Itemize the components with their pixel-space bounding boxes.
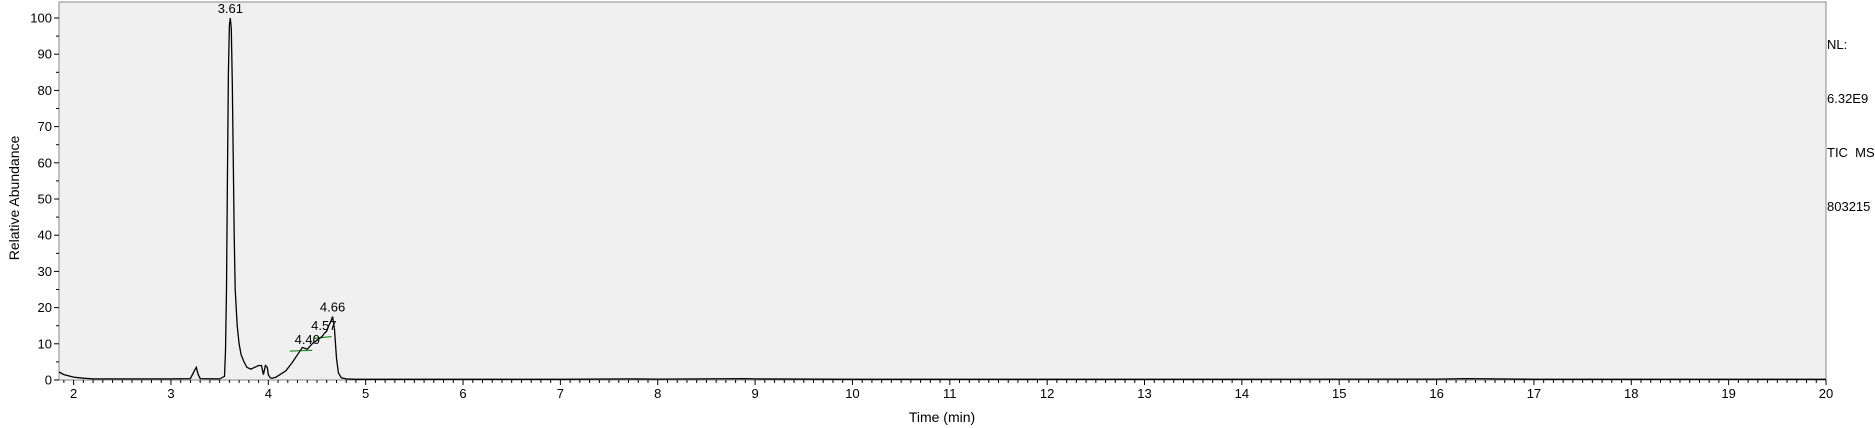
x-tick-label: 7 bbox=[557, 386, 564, 401]
x-tick-label: 9 bbox=[751, 386, 758, 401]
y-tick-label: 100 bbox=[30, 11, 52, 26]
chromatogram-trace bbox=[58, 17, 1826, 380]
y-tick-label: 60 bbox=[38, 155, 52, 170]
x-tick-label: 12 bbox=[1040, 386, 1054, 401]
x-tick-label: 8 bbox=[654, 386, 661, 401]
x-tick-label: 18 bbox=[1624, 386, 1638, 401]
peak-label: 4.57 bbox=[311, 318, 336, 333]
x-tick-label: 15 bbox=[1332, 386, 1346, 401]
x-tick-label: 14 bbox=[1235, 386, 1249, 401]
x-axis-title: Time (min) bbox=[909, 409, 975, 425]
peak-label: 4.66 bbox=[320, 300, 345, 315]
x-tick-label: 13 bbox=[1137, 386, 1151, 401]
info-panel: NL: 6.32E9 TIC MS 803215 bbox=[1827, 0, 1875, 234]
y-tick-label: 30 bbox=[38, 264, 52, 279]
x-tick-label: 5 bbox=[362, 386, 369, 401]
y-tick-label: 80 bbox=[38, 83, 52, 98]
y-tick-label: 10 bbox=[38, 336, 52, 351]
y-axis-title: Relative Abundance bbox=[6, 136, 22, 261]
sample-label: 803215 bbox=[1827, 199, 1871, 214]
plot-area bbox=[58, 1, 1827, 381]
x-tick-label: 2 bbox=[70, 386, 77, 401]
filter-label: TIC MS bbox=[1827, 145, 1875, 160]
nl-value: 6.32E9 bbox=[1827, 91, 1869, 106]
x-tick-label: 17 bbox=[1527, 386, 1541, 401]
x-tick-label: 19 bbox=[1721, 386, 1735, 401]
y-tick-label: 70 bbox=[38, 119, 52, 134]
y-tick-label: 20 bbox=[38, 300, 52, 315]
peak-labels: 3.61 4.404.57 4.66 bbox=[218, 1, 346, 347]
y-axis: 0 10 20 30 40 50 60 70 80 90 100 bbox=[30, 11, 59, 388]
peak-label: 3.61 bbox=[218, 1, 243, 16]
x-tick-label: 3 bbox=[167, 386, 174, 401]
integration-baseline-1 bbox=[314, 335, 332, 339]
x-tick-label: 11 bbox=[943, 386, 957, 401]
y-tick-label: 90 bbox=[38, 47, 52, 62]
x-tick-label: 10 bbox=[845, 386, 859, 401]
y-tick-label: 50 bbox=[38, 192, 52, 207]
x-tick-label: 20 bbox=[1819, 386, 1833, 401]
x-tick-label: 4 bbox=[265, 386, 272, 401]
y-tick-label: 0 bbox=[45, 373, 52, 388]
x-tick-label: 16 bbox=[1429, 386, 1443, 401]
x-tick-label: 6 bbox=[459, 386, 466, 401]
y-tick-label: 40 bbox=[38, 228, 52, 243]
peak-label: 4.40 bbox=[295, 332, 320, 347]
nl-label: NL: bbox=[1827, 37, 1848, 52]
x-axis: 2 3 4 5 6 7 8 9 10 11 12 13 14 15 16 17 18 19 20 bbox=[63, 380, 1833, 401]
